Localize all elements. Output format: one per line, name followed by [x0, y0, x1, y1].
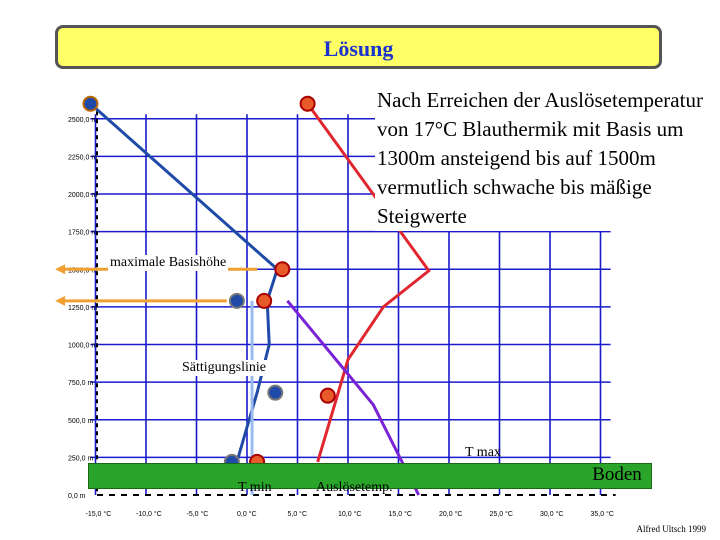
- y-tick-label: 250,0 m: [68, 455, 93, 462]
- x-tick-label: 20,0 °C: [439, 510, 462, 518]
- arrow-head: [55, 295, 66, 306]
- label-t-max: T max: [465, 445, 501, 460]
- x-tick-label: -5,0 °C: [187, 510, 209, 518]
- chart-axes: [96, 111, 616, 496]
- data-point: [256, 292, 273, 309]
- data-point: [82, 95, 99, 112]
- y-tick-label: 1750,0 m: [68, 230, 97, 237]
- data-point: [299, 95, 316, 112]
- y-tick-label: 1250,0 m: [68, 305, 97, 312]
- x-tick-label: 30,0 °C: [540, 510, 563, 518]
- y-tick-label: 0,0 m: [68, 493, 86, 500]
- chart-points: [82, 95, 336, 470]
- label-trigger-temp: Auslösetemp.: [316, 480, 393, 495]
- y-tick-label: 1000,0 m: [68, 343, 97, 350]
- data-point: [274, 261, 291, 278]
- label-max-base: maximale Basishöhe: [108, 255, 229, 271]
- data-point: [319, 387, 336, 404]
- x-tick-label: -10,0 °C: [136, 510, 162, 518]
- x-tick-label: 10,0 °C: [338, 510, 361, 518]
- y-tick-label: 2500,0 m: [68, 117, 97, 124]
- series-line: [89, 102, 280, 463]
- y-tick-labels: 0,0 m 250,0 m 500,0 m 750,0 m 1000,0 m 1250,0…: [68, 117, 97, 500]
- solution-note: Nach Erreichen der Auslösetemperatur von…: [375, 86, 720, 231]
- arrow-head: [55, 264, 66, 275]
- page-title: Lösung: [323, 36, 394, 61]
- ground-bar: [88, 463, 652, 489]
- x-tick-label: -15,0 °C: [86, 510, 112, 518]
- x-tick-label: 35,0 °C: [591, 510, 614, 518]
- title-bar: Lösung: [55, 25, 662, 69]
- y-tick-label: 2000,0 m: [68, 192, 97, 199]
- x-tick-label: 5,0 °C: [288, 510, 308, 518]
- x-tick-label: 0,0 °C: [237, 510, 257, 518]
- label-saturation-line: Sättigungslinie: [180, 360, 268, 376]
- y-tick-label: 500,0 m: [68, 418, 93, 425]
- credit-text: Alfred Ultsch 1999: [636, 524, 707, 534]
- y-tick-label: 2250,0 m: [68, 154, 97, 161]
- label-ground: Boden: [592, 464, 642, 485]
- data-point: [228, 292, 245, 309]
- x-tick-label: 25,0 °C: [490, 510, 513, 518]
- y-tick-label: 750,0 m: [68, 380, 93, 387]
- data-point: [267, 384, 284, 401]
- label-t-min: T min: [238, 480, 272, 495]
- x-tick-label: 15,0 °C: [389, 510, 412, 518]
- x-tick-labels: -15,0 °C -10,0 °C -5,0 °C 0,0 °C 5,0 °C 10,0 …: [86, 510, 614, 518]
